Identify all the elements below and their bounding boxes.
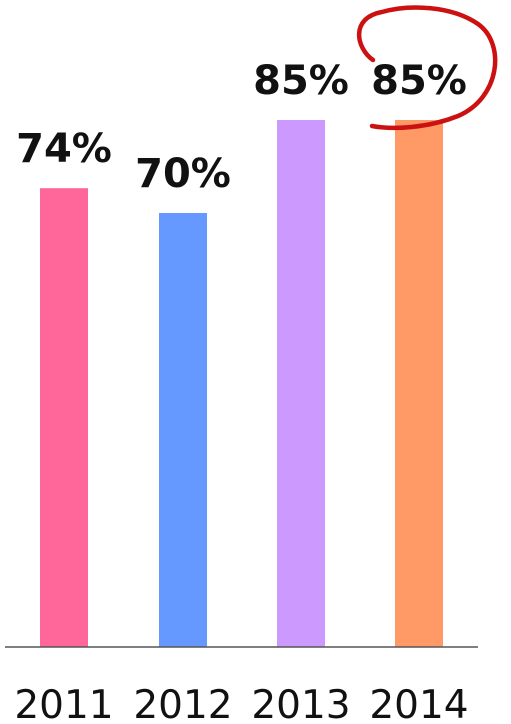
bars-group [40,120,443,647]
x-tick-label-2011: 2011 [14,683,113,724]
bar-2014 [395,120,443,647]
data-labels-group: 74% 70% 85% 85% [16,58,467,197]
data-label-2014: 85% [371,58,467,104]
x-tick-label-2013: 2013 [251,683,350,724]
data-label-2012: 70% [135,151,231,197]
highlight-circle-annotation [356,5,498,131]
x-tick-label-2012: 2012 [133,683,232,724]
data-label-2011: 74% [16,126,112,172]
x-tick-labels-group: 2011 2012 2013 2014 [14,683,468,724]
x-tick-label-2014: 2014 [369,683,468,724]
bar-2011 [40,188,88,647]
bar-2013 [277,120,325,647]
bar-2012 [159,213,207,647]
data-label-2013: 85% [253,58,349,104]
